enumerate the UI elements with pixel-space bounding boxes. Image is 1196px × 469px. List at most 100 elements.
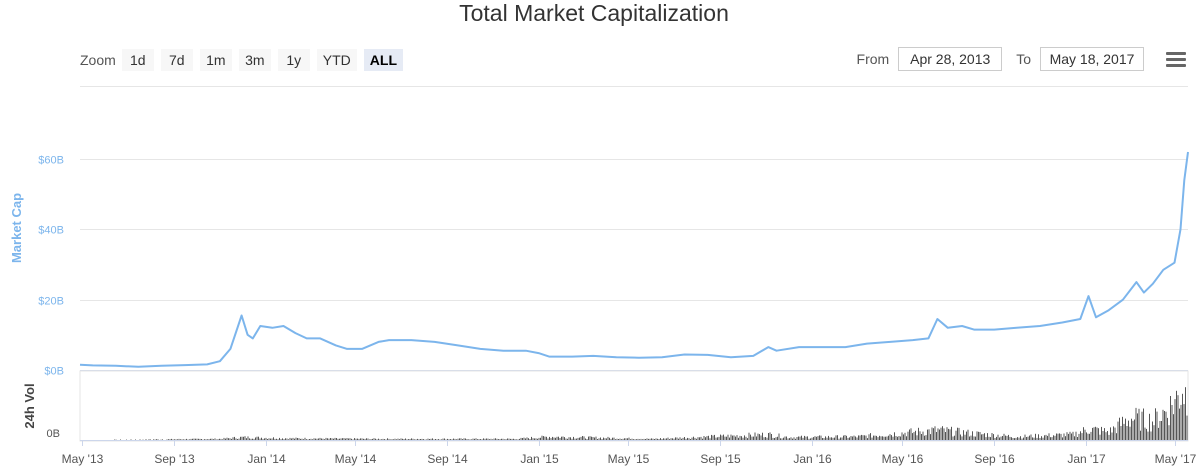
zoom-3m-button[interactable]: 3m — [238, 49, 271, 71]
volume-bar — [1002, 436, 1003, 440]
volume-bar — [1131, 418, 1132, 440]
volume-bar — [919, 431, 921, 440]
volume-bar — [1111, 432, 1113, 440]
volume-bar — [1140, 430, 1141, 440]
volume-bar — [1045, 434, 1047, 440]
volume-bar — [538, 437, 540, 440]
series-layer — [79, 151, 1189, 368]
volume-bar — [589, 436, 591, 440]
volume-bar — [1092, 427, 1093, 440]
volume-bar — [375, 438, 376, 440]
volume-bar — [540, 437, 541, 440]
volume-bar — [343, 438, 345, 440]
volume-bar — [211, 438, 213, 440]
volume-bar — [745, 436, 747, 440]
volume-bar — [270, 438, 271, 440]
volume-bar — [376, 439, 378, 440]
volume-bar — [694, 437, 696, 440]
volume-bar — [1050, 437, 1051, 440]
volume-bar — [381, 439, 382, 440]
volume-bar — [337, 438, 339, 440]
volume-bar — [235, 438, 237, 440]
volume-bar — [294, 438, 295, 440]
volume-bar — [1168, 425, 1170, 440]
volume-bar — [348, 438, 349, 440]
volume-bar — [1054, 435, 1056, 440]
volume-bar — [333, 438, 334, 440]
volume-bar — [1063, 433, 1065, 440]
volume-bar — [474, 438, 475, 440]
volume-bar — [1083, 427, 1084, 440]
volume-bar — [978, 431, 979, 440]
volume-bar — [1084, 429, 1086, 440]
zoom-7d-button[interactable]: 7d — [160, 49, 193, 71]
volume-tick-label: 0B — [47, 428, 60, 440]
volume-bar — [435, 439, 436, 440]
zoom-1m-button[interactable]: 1m — [199, 49, 232, 71]
volume-bar — [262, 438, 264, 440]
volume-bar — [1149, 413, 1150, 440]
volume-bar — [1087, 433, 1089, 440]
volume-bar — [457, 438, 459, 440]
volume-bar — [181, 439, 183, 440]
volume-bar — [313, 438, 315, 440]
volume-bar — [498, 439, 499, 440]
volume-bar — [1018, 437, 1020, 440]
volume-bar — [849, 437, 850, 440]
volume-bar — [643, 438, 645, 440]
volume-bar — [1153, 425, 1155, 440]
volume-bar — [1099, 434, 1101, 440]
volume-bar — [403, 439, 405, 440]
volume-bar — [946, 427, 948, 440]
volume-bar — [402, 438, 403, 440]
volume-bar — [634, 439, 636, 440]
volume-bar — [1117, 421, 1119, 440]
volume-bar — [669, 439, 670, 440]
volume-bar — [685, 438, 687, 440]
hamburger-menu-icon[interactable] — [1166, 52, 1186, 68]
volume-bar — [570, 437, 571, 440]
volume-bar — [207, 439, 208, 440]
volume-bar — [823, 438, 825, 440]
volume-bar — [195, 438, 196, 440]
volume-bar — [660, 438, 661, 440]
volume-bar — [345, 438, 346, 440]
volume-bar — [214, 438, 216, 440]
volume-bar — [756, 436, 757, 440]
date-range-selector: From To — [843, 47, 1144, 71]
volume-bar — [835, 435, 837, 440]
volume-bar — [1102, 431, 1104, 440]
volume-bar — [1183, 404, 1185, 440]
volume-bar — [453, 438, 454, 440]
volume-bar — [933, 428, 934, 440]
volume-bar — [709, 438, 711, 440]
volume-bar — [522, 438, 523, 440]
volume-panel — [79, 370, 1189, 442]
zoom-all-button[interactable]: ALL — [363, 49, 404, 71]
volume-bar — [625, 438, 627, 440]
volume-bar — [970, 435, 972, 440]
volume-bar — [750, 434, 751, 440]
volume-bar — [352, 439, 354, 440]
volume-bar — [681, 438, 682, 440]
volume-bar — [1137, 413, 1138, 440]
from-date-input[interactable] — [898, 47, 1003, 71]
volume-bar — [636, 439, 637, 440]
volume-bar — [253, 438, 255, 440]
volume-bar — [966, 431, 967, 440]
volume-bar — [1005, 435, 1006, 440]
volume-bar — [961, 436, 963, 440]
volume-bar — [777, 436, 778, 440]
volume-bar — [921, 434, 922, 440]
volume-bar — [507, 438, 508, 440]
volume-bar — [645, 439, 646, 440]
zoom-ytd-button[interactable]: YTD — [316, 49, 357, 71]
volume-bar — [817, 436, 819, 440]
zoom-1d-button[interactable]: 1d — [121, 49, 154, 71]
zoom-1y-button[interactable]: 1y — [277, 49, 310, 71]
volume-bar — [1134, 419, 1135, 440]
to-date-input[interactable] — [1040, 47, 1144, 71]
volume-bar — [1174, 399, 1176, 440]
volume-bar — [768, 433, 769, 440]
volume-bar — [459, 438, 460, 440]
